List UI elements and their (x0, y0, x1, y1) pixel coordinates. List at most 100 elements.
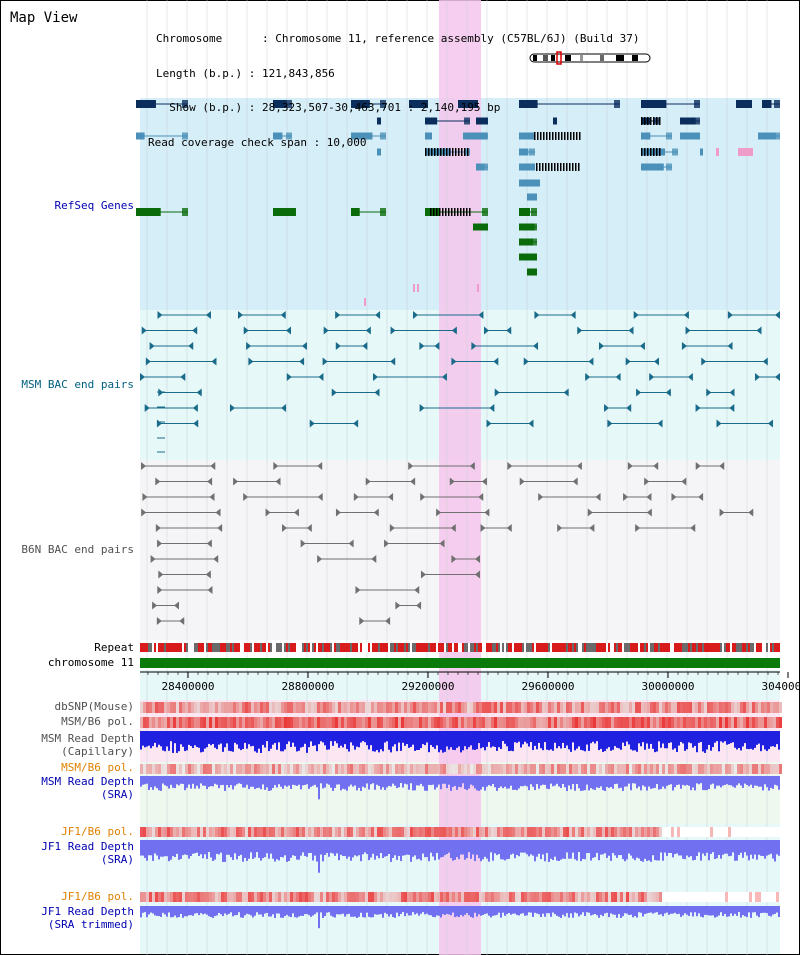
repeat-mark (240, 643, 242, 652)
heat-cell (470, 717, 473, 728)
msm-read-depth-capillary-label[interactable]: MSM Read Depth (Capillary) (41, 732, 134, 758)
jf1-b6-pol-trimmed-label[interactable]: JF1/B6 pol. (61, 890, 134, 903)
depth-bar (570, 906, 572, 914)
heat-cell (443, 892, 446, 902)
heat-cell (413, 892, 416, 902)
depth-bar (378, 731, 380, 753)
depth-bar (488, 906, 490, 916)
depth-bar (764, 840, 766, 859)
heat-cell (725, 764, 728, 774)
heat-cell (176, 892, 179, 902)
b6n-bac-end (572, 477, 578, 486)
msm-bac-end-pairs-label[interactable]: MSM BAC end pairs (21, 378, 134, 391)
chromosome-label[interactable]: chromosome 11 (47, 656, 134, 669)
msm-bac-end (494, 388, 500, 397)
exon-stripe (576, 132, 578, 140)
depth-bar (298, 731, 300, 751)
heat-cell (632, 702, 635, 713)
gene-exon (519, 132, 535, 140)
msm-read-depth-sra-label[interactable]: MSM Read Depth (SRA) (41, 775, 134, 801)
heat-cell (734, 827, 737, 837)
depth-bar (700, 840, 702, 861)
depth-bar (266, 776, 268, 788)
repeat-mark (612, 643, 614, 652)
axis-tick-label: 29600000 (522, 680, 575, 693)
heat-cell (530, 892, 533, 902)
depth-bar (348, 840, 350, 857)
heat-cell (287, 702, 290, 713)
depth-bar (552, 731, 554, 751)
msm-b6-pol-sra-label[interactable]: MSM/B6 pol. (61, 761, 134, 774)
depth-bar (296, 840, 298, 860)
exon-stripe (460, 208, 462, 216)
jf1-b6-pol-label[interactable]: JF1/B6 pol. (61, 825, 134, 838)
depth-bar (336, 906, 338, 915)
exon-stripe (445, 208, 447, 216)
b6n-bac-end (207, 586, 213, 594)
heat-cell (686, 764, 689, 774)
jf1-read-depth-trimmed-label[interactable]: JF1 Read Depth (SRA trimmed) (41, 905, 134, 931)
depth-bar (248, 906, 250, 915)
jf1-read-depth-sra-label[interactable]: JF1 Read Depth (SRA) (41, 840, 134, 866)
msm-bac-end (775, 311, 780, 319)
depth-bar (246, 840, 248, 861)
depth-bar (488, 840, 490, 862)
repeat-mark (746, 643, 748, 652)
repeat-mark (200, 643, 202, 652)
depth-bar (456, 840, 458, 858)
depth-bar (486, 906, 488, 914)
depth-bar (424, 906, 426, 915)
heat-cell (605, 827, 608, 837)
b6n-bac-end (414, 586, 420, 594)
heat-cell (311, 702, 314, 713)
exon-stripe (442, 208, 444, 216)
heat-cell (758, 702, 761, 713)
heat-cell (434, 764, 437, 774)
depth-bar (702, 731, 704, 752)
repeat-mark (516, 643, 518, 652)
depth-bar (152, 776, 154, 790)
depth-bar (530, 731, 532, 743)
heat-cell (722, 827, 725, 837)
heat-cell (545, 702, 548, 713)
heat-cell (164, 827, 167, 837)
repeat-mark (384, 643, 386, 652)
depth-bar (502, 731, 504, 742)
heat-cell (755, 892, 758, 902)
gene-exon (680, 132, 700, 140)
depth-bar (738, 731, 740, 749)
depth-bar (366, 731, 368, 746)
heat-cell (272, 764, 275, 774)
dbsnp-label[interactable]: dbSNP(Mouse) (54, 700, 134, 713)
repeat-mark (202, 643, 204, 652)
repeat-label[interactable]: Repeat (94, 641, 134, 654)
heat-cell (560, 702, 563, 713)
depth-bar (688, 776, 690, 786)
msm-bac-end (762, 357, 768, 366)
depth-bar (230, 776, 232, 786)
depth-bar (532, 731, 534, 751)
heat-cell (443, 827, 446, 837)
heat-cell (518, 764, 521, 774)
depth-bar (428, 731, 430, 753)
msm-b6-pol-label[interactable]: MSM/B6 pol. (61, 715, 134, 728)
depth-bar (638, 731, 640, 744)
heat-cell (224, 717, 227, 728)
depth-bar (520, 840, 522, 853)
repeat-mark (606, 643, 608, 652)
depth-bar (726, 731, 728, 745)
msm-bac-end (205, 311, 211, 319)
b6n-bac-end (215, 508, 221, 517)
exon-stripe (566, 163, 568, 171)
refseq-genes-label[interactable]: RefSeq Genes (54, 199, 134, 212)
depth-bar (296, 731, 298, 752)
heat-cell (749, 892, 752, 902)
depth-bar (632, 731, 634, 751)
heat-cell (770, 764, 773, 774)
depth-bar (522, 776, 524, 787)
heat-cell (275, 717, 278, 728)
depth-bar (418, 731, 420, 751)
depth-bar (554, 776, 556, 786)
b6n-bac-end-pairs-label[interactable]: B6N BAC end pairs (21, 543, 134, 556)
